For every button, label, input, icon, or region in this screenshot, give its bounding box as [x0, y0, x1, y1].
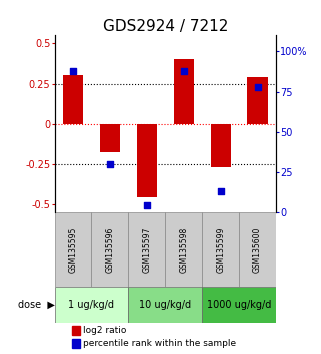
Bar	[72, 339, 80, 348]
Bar	[128, 212, 165, 287]
Text: 1000 ug/kg/d: 1000 ug/kg/d	[207, 300, 271, 310]
Bar	[55, 212, 91, 287]
Bar	[165, 212, 202, 287]
Point	[107, 161, 112, 166]
Title: GDS2924 / 7212: GDS2924 / 7212	[103, 19, 228, 34]
Text: GSM135600: GSM135600	[253, 227, 262, 273]
Point	[181, 68, 186, 74]
Bar	[128, 287, 202, 323]
Text: GSM135598: GSM135598	[179, 227, 188, 273]
Bar	[91, 212, 128, 287]
Bar	[239, 212, 276, 287]
Bar	[247, 77, 268, 124]
Text: log2 ratio: log2 ratio	[83, 326, 127, 335]
Point	[71, 68, 76, 74]
Point	[255, 84, 260, 90]
Text: GSM135599: GSM135599	[216, 227, 225, 273]
Bar	[211, 124, 231, 167]
Text: GSM135595: GSM135595	[68, 227, 78, 273]
Point	[144, 202, 150, 208]
Text: GSM135597: GSM135597	[142, 227, 152, 273]
Bar	[174, 59, 194, 124]
Text: dose  ▶: dose ▶	[18, 300, 55, 310]
Bar	[202, 287, 276, 323]
Bar	[202, 212, 239, 287]
Bar	[63, 75, 83, 124]
Text: 1 ug/kg/d: 1 ug/kg/d	[68, 300, 115, 310]
Text: GSM135596: GSM135596	[105, 227, 115, 273]
Bar	[100, 124, 120, 153]
Text: percentile rank within the sample: percentile rank within the sample	[83, 339, 237, 348]
Bar	[137, 124, 157, 198]
Bar	[55, 287, 128, 323]
Point	[218, 188, 223, 194]
Text: 10 ug/kg/d: 10 ug/kg/d	[139, 300, 191, 310]
Bar	[72, 326, 80, 335]
